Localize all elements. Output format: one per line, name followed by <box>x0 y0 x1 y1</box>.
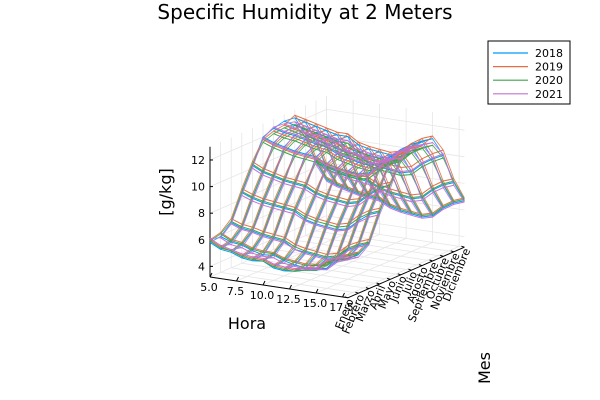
series-line <box>337 144 455 261</box>
z-tick-label: 6 <box>198 234 205 247</box>
gridline-y <box>305 235 444 257</box>
series-line <box>294 155 412 270</box>
series-line <box>326 149 444 263</box>
z-tick-label: 4 <box>198 260 205 273</box>
series-line <box>220 128 338 249</box>
y-tick-mark <box>365 287 370 290</box>
gridline-y <box>326 226 465 248</box>
chart-title: Specific Humidity at 2 Meters <box>157 0 452 24</box>
axes <box>209 146 465 299</box>
gridline-z <box>209 188 327 241</box>
series-line <box>315 161 454 200</box>
series-line <box>326 179 465 218</box>
gridline-z <box>209 215 327 267</box>
series-line <box>315 164 454 202</box>
gridline-z <box>326 109 465 131</box>
series-line <box>326 152 444 264</box>
series-line <box>273 148 391 265</box>
series-lines <box>209 114 465 272</box>
legend-label: 2019 <box>535 61 563 74</box>
series-line <box>209 123 327 242</box>
series-line <box>262 140 380 259</box>
x-tick-mark <box>289 284 292 290</box>
series-line <box>305 158 423 270</box>
series-line <box>220 237 359 271</box>
x-axis-label: Hora <box>228 314 266 333</box>
gridline-y <box>220 272 359 294</box>
series-line <box>220 125 338 246</box>
y-tick-mark <box>344 296 348 299</box>
gridline-z <box>209 109 327 161</box>
y-axis-label: Mes <box>475 352 494 384</box>
y-tick-mark <box>461 245 465 248</box>
series-2021 <box>209 121 465 271</box>
series-line <box>326 178 465 216</box>
y-tick-mark <box>418 264 423 267</box>
x-tick-label: 12.5 <box>276 293 301 306</box>
gridline-y <box>315 230 454 253</box>
y-axis-line <box>347 246 465 299</box>
legend-label: 2018 <box>535 47 563 60</box>
y-tick-mark <box>387 277 391 280</box>
x-axis-line <box>209 276 348 299</box>
x-tick-mark <box>209 272 213 278</box>
y-tick-mark <box>376 282 380 285</box>
z-axis-label: [g/kg] <box>156 168 175 215</box>
series-line <box>241 188 380 225</box>
series-line <box>347 142 465 258</box>
x-tick-mark <box>315 288 319 294</box>
legend-label: 2021 <box>535 88 563 101</box>
x-tick-label: 15.0 <box>303 297 328 310</box>
x-tick-mark <box>262 280 266 286</box>
series-line <box>326 180 465 219</box>
series-line <box>241 136 359 257</box>
x-tick-label: 17.5 <box>329 301 354 314</box>
gridline-y <box>241 262 380 285</box>
x-tick-mark <box>342 292 345 298</box>
y-tick-mark <box>355 291 359 294</box>
x-tick-label: 5.0 <box>200 281 218 294</box>
y-tick-mark <box>397 273 401 276</box>
x-tick-label: 10.0 <box>250 289 275 302</box>
z-tick-label: 12 <box>191 154 205 167</box>
series-line <box>315 150 433 270</box>
gridline-x <box>342 246 460 298</box>
series-line <box>347 144 465 260</box>
y-tick-mark <box>429 259 433 262</box>
gridline-y <box>231 267 370 289</box>
series-line <box>315 160 454 198</box>
y-tick-mark <box>408 268 412 271</box>
series-line <box>209 240 348 272</box>
series-line <box>284 152 402 268</box>
x-tick-mark <box>236 276 239 282</box>
series-line <box>252 167 391 207</box>
z-tick-label: 8 <box>198 207 205 220</box>
gridline-x <box>289 238 407 290</box>
y-tick-mark <box>450 250 454 253</box>
series-line <box>231 129 349 251</box>
series-line <box>337 147 455 261</box>
series-line <box>241 194 380 232</box>
z-tick-label: 10 <box>191 181 205 194</box>
x-tick-label: 7.5 <box>227 285 245 298</box>
y-tick-mark <box>440 254 444 257</box>
series-line <box>262 137 401 176</box>
series-line <box>305 132 444 172</box>
series-line <box>315 157 433 271</box>
series-line <box>294 121 433 160</box>
legend-label: 2020 <box>535 74 563 87</box>
gridline-x <box>315 242 433 294</box>
